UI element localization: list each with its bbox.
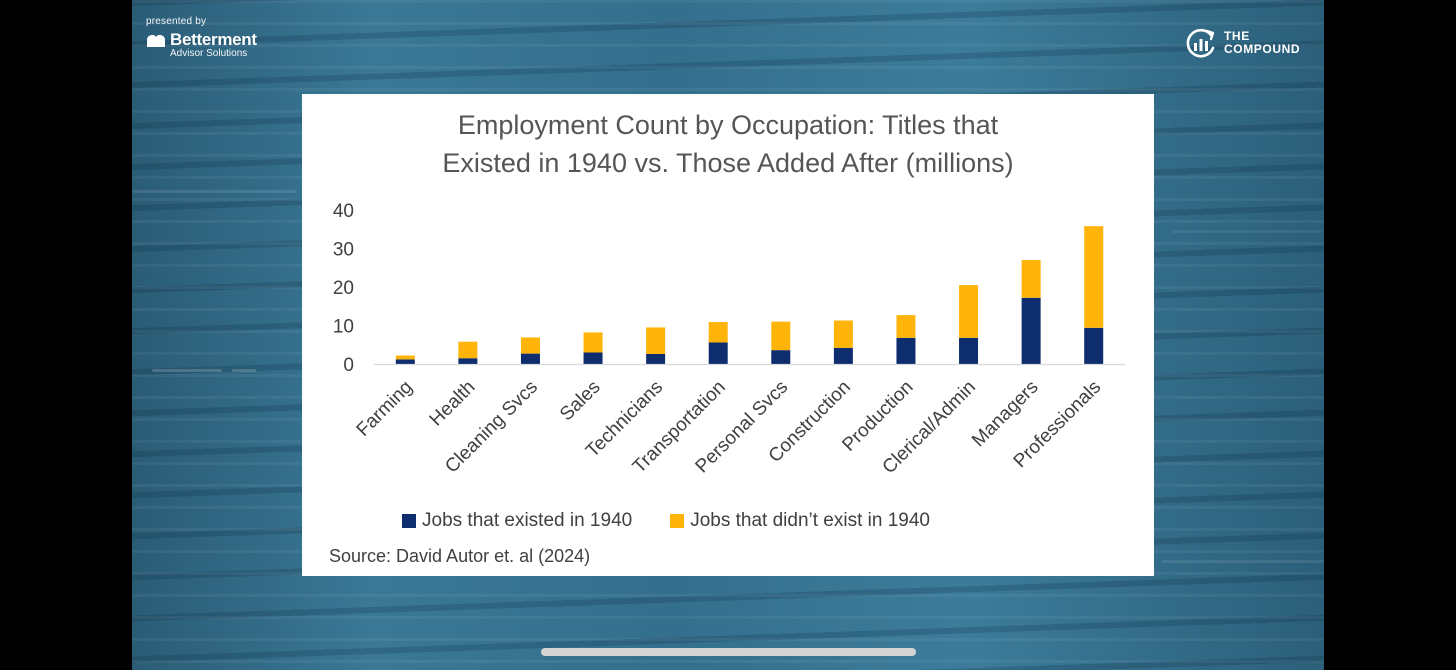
y-tick-label: 10	[333, 317, 354, 338]
bar-new	[520, 337, 540, 354]
x-tick-label: Farming	[353, 377, 417, 441]
y-tick-label: 20	[333, 278, 354, 299]
background-streak	[152, 369, 222, 372]
bar-existed	[395, 359, 415, 364]
bar-new	[896, 315, 916, 338]
home-indicator[interactable]	[541, 648, 916, 656]
bar-existed	[458, 358, 478, 364]
chart-title-line-1: Employment Count by Occupation: Titles t…	[457, 110, 999, 140]
bar-new	[708, 322, 728, 343]
bar-existed	[771, 350, 791, 364]
bar-new	[583, 332, 603, 353]
chart-title-line-2: Existed in 1940 vs. Those Added After (m…	[442, 148, 1014, 178]
bar-existed	[583, 352, 603, 364]
y-tick-label: 30	[333, 240, 354, 261]
bar-existed	[1021, 297, 1041, 364]
x-tick-label: Health	[426, 377, 480, 431]
bar-new	[1021, 260, 1041, 298]
background-streak	[1172, 230, 1322, 233]
bar-existed	[833, 347, 853, 364]
legend-item-new: Jobs that didn’t exist in 1940	[670, 510, 930, 532]
bar-new	[833, 320, 853, 348]
compound-logo-line1: THE	[1224, 29, 1250, 43]
y-tick-label: 0	[343, 355, 354, 376]
legend-label-new: Jobs that didn’t exist in 1940	[690, 510, 930, 531]
bar-existed	[959, 337, 979, 364]
bar-existed	[708, 342, 728, 364]
chart-card: Employment Count by Occupation: Titles t…	[302, 94, 1154, 576]
bar-new	[959, 285, 979, 338]
legend-swatch-new	[670, 514, 685, 528]
legend-swatch-existed	[402, 514, 416, 528]
betterment-wordmark: Betterment	[170, 30, 257, 49]
bar-existed	[646, 353, 666, 364]
legend-label-existed: Jobs that existed in 1940	[422, 510, 633, 531]
bar-new	[646, 327, 666, 354]
background-streak	[232, 369, 256, 372]
legend-item-existed: Jobs that existed in 1940	[402, 510, 632, 532]
betterment-mark-icon	[147, 35, 165, 47]
chart-source: Source: David Autor et. al (2024)	[329, 546, 591, 566]
bar-new	[1084, 226, 1104, 328]
presented-by-label: presented by	[146, 16, 207, 27]
bar-existed	[520, 353, 540, 364]
chart-legend: Jobs that existed in 1940 Jobs that didn…	[402, 510, 968, 532]
bar-existed	[896, 337, 916, 364]
bar-new	[395, 355, 415, 360]
chart-title: Employment Count by Occupation: Titles t…	[302, 106, 1154, 182]
compound-logo-line2: COMPOUND	[1224, 42, 1301, 56]
bar-existed	[1084, 327, 1104, 364]
bar-new	[771, 321, 791, 351]
x-tick-label: Sales	[556, 377, 604, 425]
background-streak	[1162, 560, 1324, 563]
betterment-logo: presented by Betterment Advisor Solution…	[146, 16, 257, 59]
advisor-solutions-label: Advisor Solutions	[170, 48, 248, 59]
the-compound-logo: THE COMPOUND	[1184, 26, 1300, 60]
background-streak	[132, 190, 297, 193]
compound-logo-icon	[1186, 28, 1215, 58]
bar-new	[458, 341, 478, 359]
y-tick-label: 40	[333, 201, 354, 222]
